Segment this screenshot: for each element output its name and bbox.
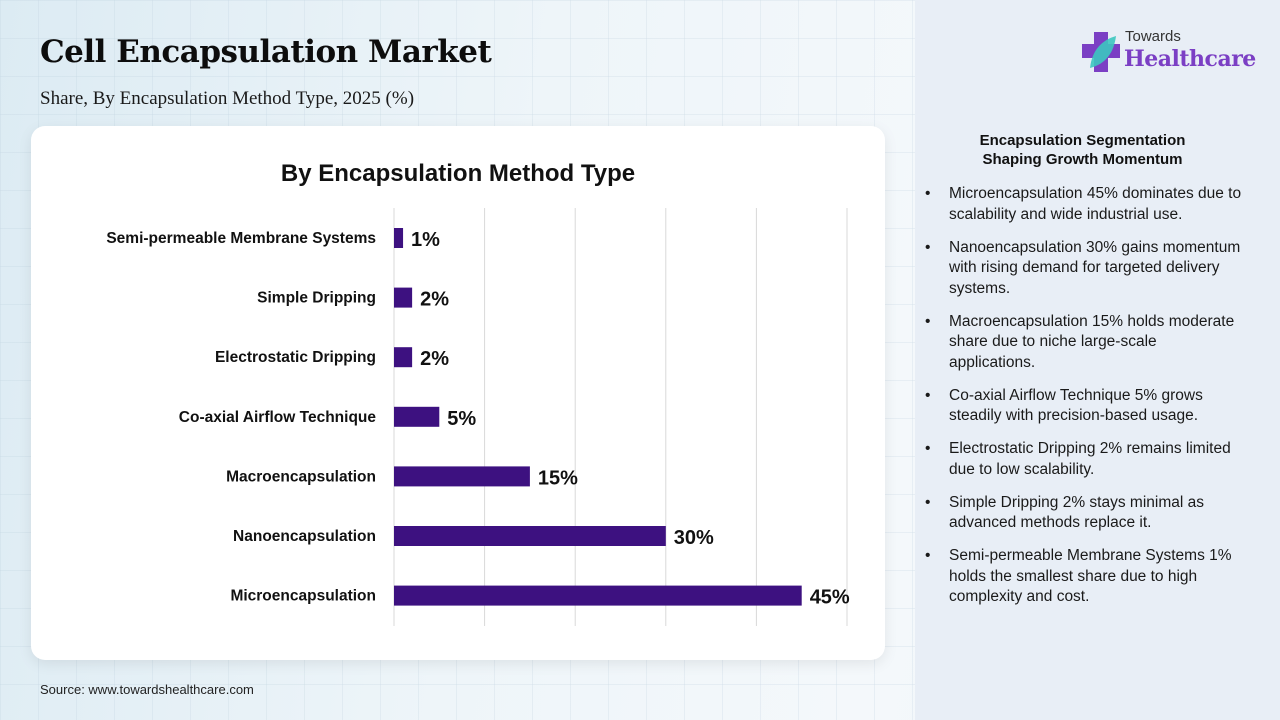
data-label: 5% (447, 408, 476, 430)
data-label: 15% (538, 467, 578, 489)
chart-card: By Encapsulation Method Type Semi-permea… (31, 126, 885, 660)
data-label: 2% (420, 289, 449, 311)
insight-text: Semi-permeable Membrane Systems 1% holds… (949, 547, 1232, 605)
data-label: 1% (411, 229, 440, 251)
category-label: Semi-permeable Membrane Systems (106, 230, 376, 247)
bullet-icon: • (925, 185, 931, 202)
insight-item: • Microencapsulation 45% dominates due to… (925, 184, 1245, 225)
bullet-icon: • (925, 386, 931, 404)
category-label: Simple Dripping (257, 290, 376, 307)
category-label: Macroencapsulation (226, 468, 376, 485)
logo-text-towards: Towards (1125, 28, 1181, 45)
data-label: 2% (420, 348, 449, 370)
insight-item: • Co-axial Airflow Technique 5% grows ste… (925, 386, 1245, 427)
bullet-icon: • (925, 440, 931, 457)
insights-title-line2: Shaping Growth Momentum (982, 151, 1183, 168)
insights-title-line1: Encapsulation Segmentation (979, 132, 1186, 149)
bar (394, 406, 440, 427)
page-subtitle: Share, By Encapsulation Method Type, 202… (40, 88, 415, 109)
insight-text: Co-axial Airflow Technique 5% grows stea… (949, 386, 1203, 425)
bar (394, 466, 530, 487)
bullet-icon: • (925, 547, 931, 564)
bar (394, 347, 413, 368)
category-label: Microencapsulation (230, 588, 376, 605)
category-label: Co-axial Airflow Technique (179, 409, 377, 426)
bar-chart: Semi-permeable Membrane Systems 1% Simple … (106, 208, 850, 626)
data-label: 30% (674, 527, 714, 549)
insight-text: Nanoencapsulation 30% gains momentum wit… (949, 238, 1241, 297)
bullet-icon: • (925, 238, 931, 256)
brand-logo: Towards Healthcare (1080, 28, 1260, 80)
category-label: Electrostatic Dripping (215, 349, 376, 366)
insight-item: • Nanoencapsulation 30% gains momentum wi… (925, 238, 1245, 300)
insights-title: Encapsulation Segmentation Shaping Growt… (935, 131, 1230, 169)
insights-list: • Microencapsulation 45% dominates due to… (925, 184, 1245, 620)
insight-text: Electrostatic Dripping 2% remains limite… (949, 440, 1231, 478)
bullet-icon: • (925, 493, 931, 511)
bullet-icon: • (925, 312, 931, 330)
category-label: Nanoencapsulation (233, 528, 376, 545)
bar (394, 526, 666, 546)
bar (394, 287, 413, 308)
insight-item: • Macroencapsulation 15% holds moderate s… (925, 312, 1245, 374)
insight-item: • Simple Dripping 2% stays minimal as adv… (925, 493, 1245, 534)
bar (394, 228, 404, 248)
insight-item: • Semi-permeable Membrane Systems 1% hold… (925, 546, 1245, 608)
data-label: 45% (810, 587, 850, 609)
medical-cross-leaf-icon (1082, 32, 1120, 72)
source-note: Source: www.towardshealthcare.com (40, 682, 254, 697)
bar (394, 585, 802, 606)
insight-text: Simple Dripping 2% stays minimal as adva… (949, 493, 1204, 532)
chart-title: By Encapsulation Method Type (280, 160, 636, 187)
insight-item: • Electrostatic Dripping 2% remains limit… (925, 439, 1245, 480)
insights-panel (915, 0, 1280, 720)
insight-text: Microencapsulation 45% dominates due to … (949, 185, 1242, 223)
page-title: Cell Encapsulation Market (40, 34, 492, 70)
insight-text: Macroencapsulation 15% holds moderate sh… (949, 312, 1235, 371)
logo-text-healthcare: Healthcare (1124, 46, 1256, 72)
